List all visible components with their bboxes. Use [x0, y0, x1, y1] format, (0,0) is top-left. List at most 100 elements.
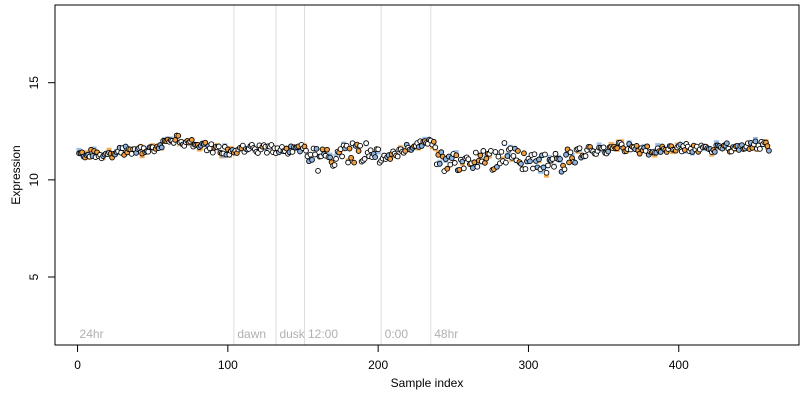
data-point [530, 165, 536, 172]
data-point [711, 149, 718, 155]
data-point [319, 146, 326, 153]
data-point [515, 148, 521, 154]
data-point [348, 154, 354, 161]
data-point [327, 154, 333, 161]
section-label: dusk [279, 327, 305, 341]
data-point [444, 165, 451, 172]
data-point [764, 143, 771, 149]
data-point [346, 145, 353, 152]
data-point [501, 140, 508, 146]
data-point [480, 148, 487, 154]
data-point [333, 156, 339, 162]
section-label: 12:00 [308, 327, 338, 341]
data-point [430, 138, 437, 145]
data-point [503, 159, 509, 166]
data-point [460, 165, 467, 172]
x-tick-label: 200 [368, 358, 388, 372]
data-point [351, 159, 357, 166]
y-tick-label: 15 [27, 76, 41, 90]
data-point [215, 143, 222, 150]
data-point [483, 155, 490, 162]
x-axis: 0 100 200 300 400 [74, 344, 689, 372]
x-axis-label: Sample index [391, 376, 464, 390]
section-labels: 24hr dawn dusk 12:00 0:00 48hr [80, 327, 459, 341]
data-point [128, 151, 135, 157]
plot-frame [54, 4, 800, 346]
data-point [557, 156, 563, 162]
section-separators [233, 5, 432, 345]
data-point [472, 149, 479, 156]
shadow-point [471, 162, 477, 168]
data-point [202, 139, 209, 146]
data-point [345, 159, 351, 166]
data-point [507, 145, 514, 152]
data-point [572, 159, 578, 166]
y-axis-label: Expression [9, 145, 23, 204]
section-label: dawn [237, 327, 266, 341]
data-point [315, 168, 321, 174]
data-point [188, 137, 195, 143]
y-axis: 5 10 15 [27, 76, 56, 280]
data-point [752, 138, 759, 145]
data-point [527, 158, 533, 165]
data-point [283, 145, 290, 152]
data-point [303, 147, 309, 154]
data-point [240, 142, 246, 149]
data-point [313, 145, 320, 152]
data-point [522, 166, 529, 172]
data-point [264, 149, 270, 156]
data-point [576, 145, 583, 152]
data-point [209, 149, 216, 156]
section-label: 24hr [80, 327, 104, 341]
data-point [510, 153, 517, 159]
data-point [208, 141, 215, 148]
data-point [312, 151, 318, 158]
data-point [324, 146, 330, 153]
data-point [563, 151, 569, 158]
data-point [488, 147, 494, 154]
data-point [387, 156, 394, 162]
data-point [521, 150, 527, 157]
data-point [309, 157, 315, 163]
section-label: 48hr [434, 327, 458, 341]
data-point [339, 153, 345, 160]
data-point [255, 150, 261, 156]
data-point [394, 153, 401, 160]
data-point [492, 149, 499, 155]
main-series [76, 132, 772, 176]
x-tick-label: 300 [518, 358, 538, 372]
y-tick-label: 10 [27, 173, 41, 187]
data-point [614, 145, 620, 151]
data-point [451, 160, 458, 166]
data-point [566, 159, 572, 166]
data-point [372, 154, 378, 160]
data-point [494, 164, 500, 170]
data-point [518, 161, 524, 167]
data-point [436, 161, 443, 167]
data-point [175, 132, 182, 139]
x-tick-label: 400 [669, 358, 689, 372]
data-point [757, 146, 763, 152]
data-point [766, 147, 772, 154]
data-point [465, 156, 472, 163]
data-point [545, 162, 551, 169]
data-point [551, 163, 557, 170]
data-point [561, 166, 568, 173]
data-point [357, 142, 363, 149]
data-point [582, 153, 589, 159]
data-point [644, 143, 651, 150]
data-point [531, 151, 538, 158]
data-point [432, 144, 439, 151]
x-tick-label: 100 [218, 358, 238, 372]
x-tick-label: 0 [74, 358, 81, 372]
data-point [474, 163, 481, 170]
data-point [495, 153, 502, 160]
data-point [543, 169, 550, 176]
data-point [477, 152, 484, 159]
data-point [552, 150, 559, 157]
y-tick-label: 5 [27, 273, 41, 280]
data-point [600, 144, 607, 151]
data-point [724, 140, 730, 147]
data-point [355, 148, 362, 154]
